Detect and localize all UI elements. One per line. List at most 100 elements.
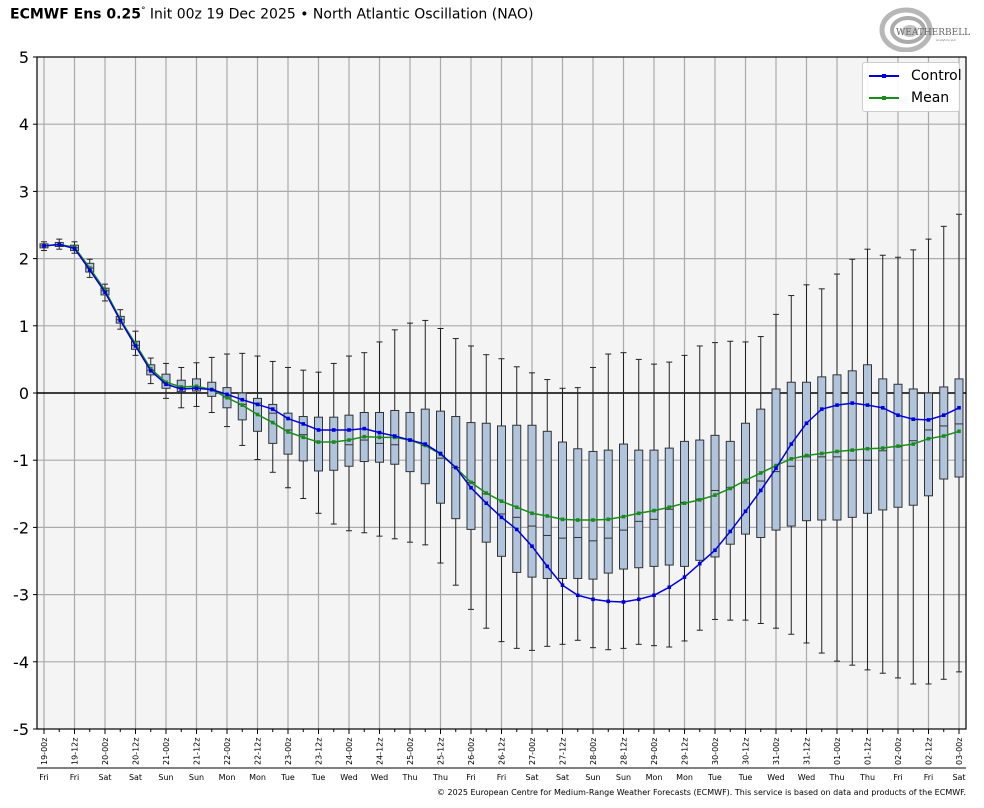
day-label: Sun — [585, 773, 600, 782]
iqr-box — [939, 386, 949, 480]
control-point — [362, 426, 367, 431]
iqr-box — [603, 449, 613, 574]
x-tick-label: 20-00z — [101, 738, 110, 765]
mean-point — [469, 480, 473, 485]
box-plot — [924, 238, 933, 685]
x-tick-label: 27-12z — [559, 738, 568, 765]
control-point — [667, 585, 672, 590]
day-label: Tue — [280, 773, 295, 782]
x-tick-label: 24-12z — [376, 738, 385, 765]
box-plot — [817, 288, 827, 654]
legend-item-mean: Mean — [863, 88, 949, 108]
x-tick-label: 26-12z — [498, 738, 507, 765]
chart-title: ECMWF Ens 0.25° Init 00z 19 Dec 2025 • N… — [10, 6, 534, 23]
control-point — [606, 599, 611, 604]
mean-point — [911, 442, 916, 446]
y-tick-label: -3 — [13, 586, 29, 605]
mean-point — [545, 514, 550, 518]
mean-point — [941, 434, 946, 438]
mean-point — [484, 491, 489, 495]
iqr-box — [863, 364, 872, 514]
mean-point — [697, 498, 702, 502]
iqr-box — [771, 388, 781, 531]
y-tick-label: 5 — [19, 48, 29, 67]
mean-point — [667, 505, 672, 510]
x-tick-label: 25-00z — [406, 738, 415, 765]
day-label: Mon — [219, 773, 236, 782]
day-label: Tue — [707, 773, 722, 782]
svg-text:Analytics LLC: Analytics LLC — [936, 38, 956, 42]
day-label: Fri — [893, 773, 903, 782]
mean-point — [133, 342, 138, 346]
control-point — [469, 485, 473, 490]
day-label: Sat — [129, 773, 142, 782]
x-tick-label: 27-00z — [528, 738, 537, 765]
control-point — [530, 544, 534, 549]
mean-point — [652, 508, 656, 513]
day-label: Tue — [738, 773, 753, 782]
mean-line-swatch — [869, 96, 899, 100]
mean-point — [286, 430, 290, 434]
control-point — [621, 600, 626, 604]
iqr-box — [588, 450, 598, 580]
y-tick-label: 1 — [19, 317, 29, 336]
control-point — [758, 488, 763, 493]
day-label: Mon — [676, 773, 693, 782]
control-point — [408, 438, 412, 442]
control-point — [194, 386, 199, 391]
y-tick-label: 0 — [19, 384, 29, 403]
y-tick-label: -5 — [13, 720, 29, 739]
iqr-box — [847, 370, 857, 518]
control-point — [728, 529, 733, 534]
x-tick-label: 31-00z — [772, 738, 781, 765]
control-point — [438, 451, 443, 456]
iqr-box — [619, 443, 628, 570]
iqr-box — [558, 441, 567, 579]
box-plot — [558, 387, 567, 645]
box-plot — [542, 379, 552, 647]
x-tick-label: 23-12z — [315, 738, 324, 765]
mean-point — [819, 451, 824, 456]
day-label: Wed — [371, 773, 388, 782]
mean-point — [713, 493, 717, 497]
day-label: Fri — [497, 773, 507, 782]
mean-point — [87, 266, 92, 270]
mean-point — [331, 440, 336, 444]
x-tick-label: 22-12z — [254, 738, 263, 765]
mean-point — [804, 453, 809, 458]
iqr-box — [314, 416, 323, 472]
x-tick-label: 26-00z — [467, 738, 476, 765]
control-point — [713, 548, 717, 553]
mean-point — [316, 440, 321, 444]
mean-point — [591, 518, 595, 522]
mean-point — [865, 446, 870, 451]
iqr-box — [634, 449, 644, 569]
mean-point — [850, 448, 855, 452]
day-label: Thu — [828, 773, 844, 782]
control-point — [819, 407, 824, 411]
mean-point — [957, 429, 961, 434]
control-point — [545, 564, 550, 569]
iqr-box — [542, 430, 552, 579]
mean-point — [270, 420, 275, 425]
copyright-footer: © 2025 European Centre for Medium-Range … — [437, 788, 966, 797]
control-point — [636, 597, 641, 602]
control-point — [575, 593, 580, 598]
legend-item-control: Control — [863, 66, 962, 86]
control-point — [880, 405, 885, 410]
day-label: Sun — [158, 773, 173, 782]
day-label: Thu — [432, 773, 448, 782]
mean-point — [774, 463, 778, 468]
control-point — [804, 421, 809, 426]
iqr-box — [924, 392, 933, 497]
day-label: Sat — [952, 773, 965, 782]
weatherbell-logo: WEATHERBELL Analytics LLC — [879, 7, 970, 52]
control-point — [941, 413, 946, 417]
day-label: Mon — [249, 773, 266, 782]
day-label: Sat — [525, 773, 538, 782]
x-tick-label: 30-12z — [742, 738, 751, 765]
box-plot — [908, 249, 918, 685]
mean-point — [560, 517, 565, 522]
mean-point — [103, 288, 107, 292]
control-point — [560, 583, 565, 587]
